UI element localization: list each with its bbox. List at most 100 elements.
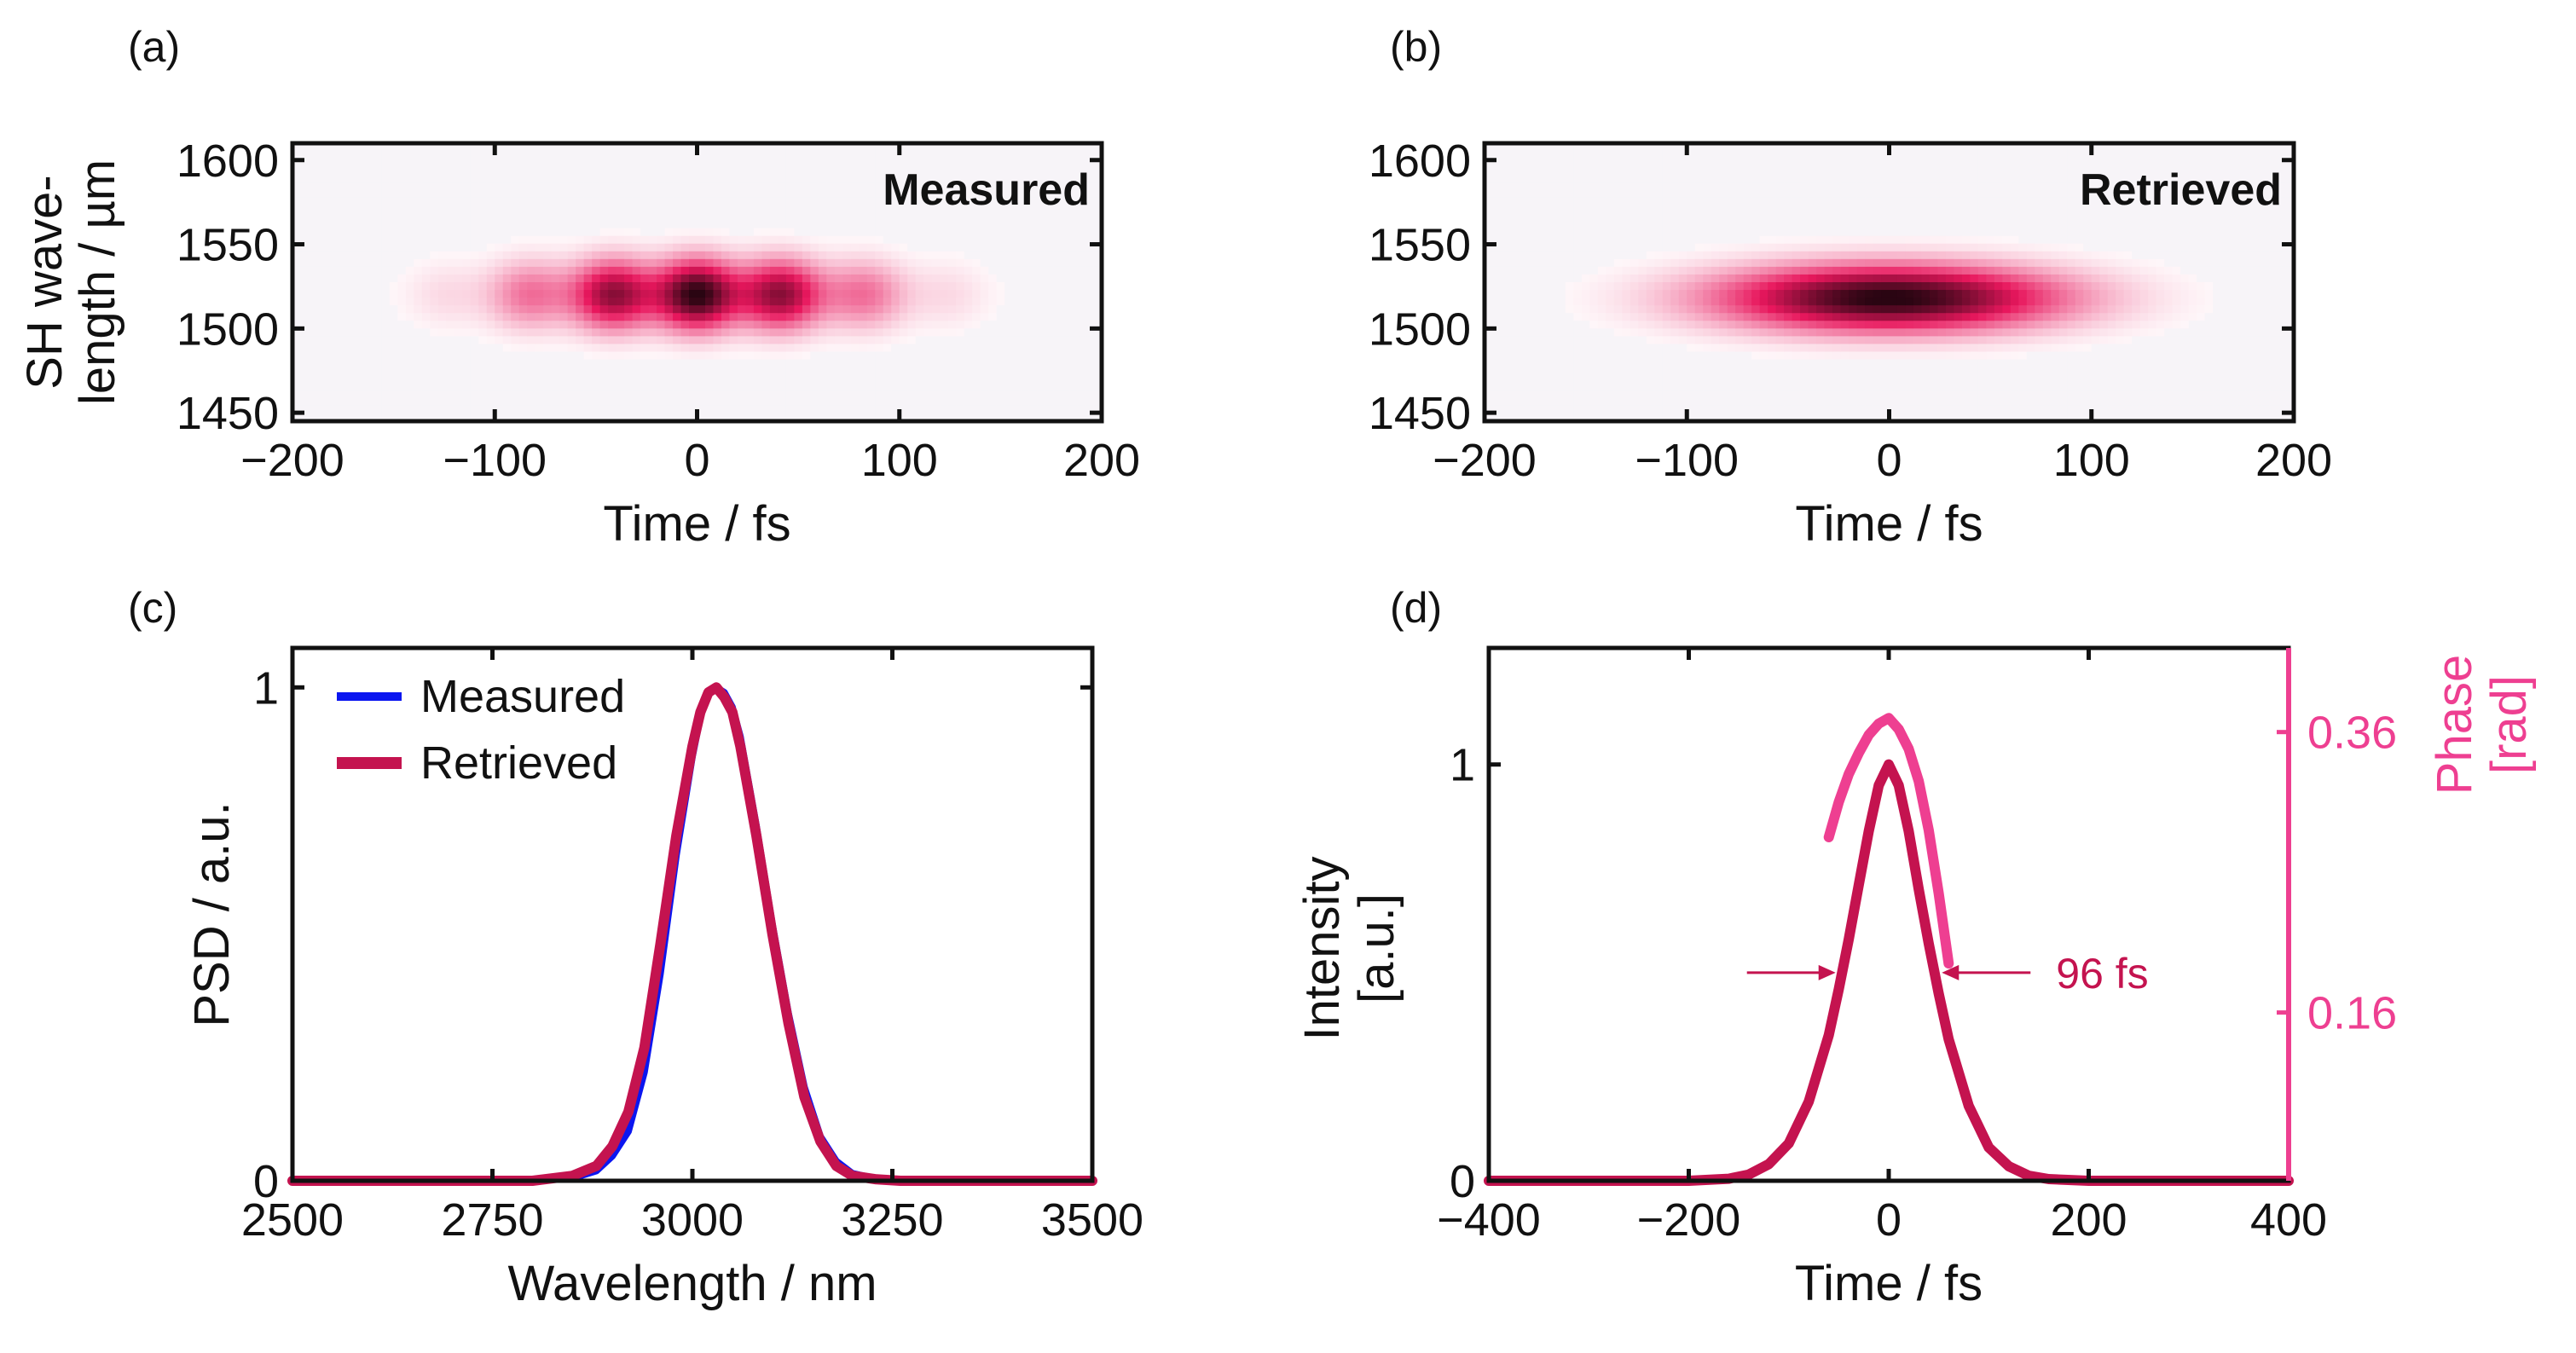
heatmap-cell	[826, 258, 836, 268]
heatmap-cell	[495, 174, 504, 182]
heatmap-cell	[478, 351, 488, 361]
heatmap-cell	[316, 313, 326, 321]
heatmap-cell	[1638, 143, 1647, 152]
heatmap-cell	[1516, 321, 1526, 329]
heatmap-cell	[543, 313, 553, 321]
heatmap-cell	[657, 182, 666, 190]
heatmap-cell	[446, 159, 455, 167]
heatmap-cell	[1037, 212, 1046, 222]
heatmap-cell	[834, 305, 843, 314]
heatmap-cell	[1751, 313, 1761, 321]
heatmap-cell	[1606, 390, 1615, 399]
heatmap-cell	[980, 212, 989, 222]
heatmap-cell	[947, 374, 957, 384]
heatmap-cell	[535, 243, 544, 252]
heatmap-cell	[292, 367, 302, 376]
heatmap-cell	[956, 374, 965, 384]
heatmap-cell	[1077, 336, 1086, 345]
heatmap-cell	[495, 344, 504, 353]
heatmap-cell	[1004, 228, 1014, 237]
heatmap-cell	[333, 282, 342, 291]
heatmap-cell	[599, 305, 609, 314]
heatmap-cell	[1573, 328, 1583, 337]
heatmap-cell	[381, 328, 391, 337]
heatmap-cell	[657, 143, 666, 152]
heatmap-cell	[1069, 359, 1079, 368]
heatmap-cell	[518, 328, 528, 337]
heatmap-cell	[1743, 251, 1752, 260]
heatmap-cell	[721, 235, 731, 245]
heatmap-cell	[947, 205, 957, 214]
heatmap-cell	[308, 397, 318, 407]
heatmap-cell	[414, 328, 423, 337]
heatmap-cell	[1012, 328, 1022, 337]
heatmap-cell	[866, 321, 876, 329]
heatmap-cell	[737, 251, 747, 260]
heatmap-cell	[1532, 235, 1543, 245]
heatmap-cell	[616, 151, 625, 159]
heatmap-cell	[1727, 313, 1736, 321]
heatmap-cell	[1662, 212, 1671, 222]
heatmap-cell	[657, 351, 666, 361]
heatmap-cell	[769, 197, 779, 206]
heatmap-cell	[1735, 205, 1745, 214]
heatmap-cell	[349, 235, 358, 245]
heatmap-cell	[648, 274, 657, 283]
heatmap-cell	[1678, 321, 1687, 329]
heatmap-cell	[1541, 197, 1550, 206]
heatmap-cell	[664, 397, 674, 407]
heatmap-cell	[1662, 251, 1671, 260]
heatmap-cell	[608, 298, 617, 306]
heatmap-cell	[729, 351, 738, 361]
heatmap-cell	[1662, 336, 1671, 345]
heatmap-cell	[980, 151, 989, 159]
heatmap-cell	[931, 351, 941, 361]
heatmap-cell	[1061, 328, 1070, 337]
heatmap-cell	[1630, 313, 1639, 321]
heatmap-cell	[1021, 298, 1030, 306]
heatmap-cell	[381, 174, 391, 182]
heatmap-cell	[1508, 367, 1518, 376]
heatmap-cell	[1516, 344, 1526, 353]
heatmap-cell	[1485, 336, 1494, 345]
heatmap-cell	[704, 266, 715, 275]
heatmap-cell	[349, 374, 358, 384]
heatmap-cell	[1525, 344, 1534, 353]
heatmap-cell	[518, 235, 528, 245]
heatmap-cell	[608, 151, 617, 159]
heatmap-cell	[753, 313, 763, 321]
heatmap-cell	[866, 143, 876, 152]
heatmap-cell	[810, 166, 819, 175]
heatmap-cell	[292, 344, 302, 353]
heatmap-cell	[1525, 205, 1534, 214]
heatmap-cell	[753, 243, 763, 252]
heatmap-cell	[988, 313, 998, 321]
heatmap-cell	[834, 151, 843, 159]
heatmap-cell	[923, 243, 933, 252]
heatmap-cell	[1012, 351, 1022, 361]
heatmap-cell	[1638, 390, 1647, 399]
heatmap-cell	[308, 166, 318, 175]
heatmap-cell	[826, 290, 836, 298]
heatmap-cell	[1565, 282, 1574, 291]
heatmap-cell	[430, 174, 439, 182]
heatmap-cell	[1012, 159, 1022, 167]
heatmap-cell	[818, 321, 827, 329]
heatmap-cell	[1638, 166, 1647, 175]
heatmap-cell	[1004, 274, 1014, 283]
heatmap-cell	[891, 305, 900, 314]
heatmap-cell	[972, 305, 981, 314]
heatmap-cell	[567, 251, 576, 260]
heatmap-cell	[761, 351, 771, 361]
heatmap-cell	[1028, 197, 1038, 206]
heatmap-cell	[1613, 374, 1623, 384]
heatmap-cell	[1093, 143, 1103, 152]
heatmap-cell	[1703, 351, 1712, 361]
heatmap-cell	[478, 251, 488, 260]
heatmap-cell	[1654, 228, 1664, 237]
heatmap-cell	[680, 405, 690, 414]
heatmap-cell	[737, 197, 747, 206]
heatmap-cell	[365, 351, 374, 361]
heatmap-cell	[1759, 182, 1768, 190]
heatmap-cell	[1061, 166, 1070, 175]
